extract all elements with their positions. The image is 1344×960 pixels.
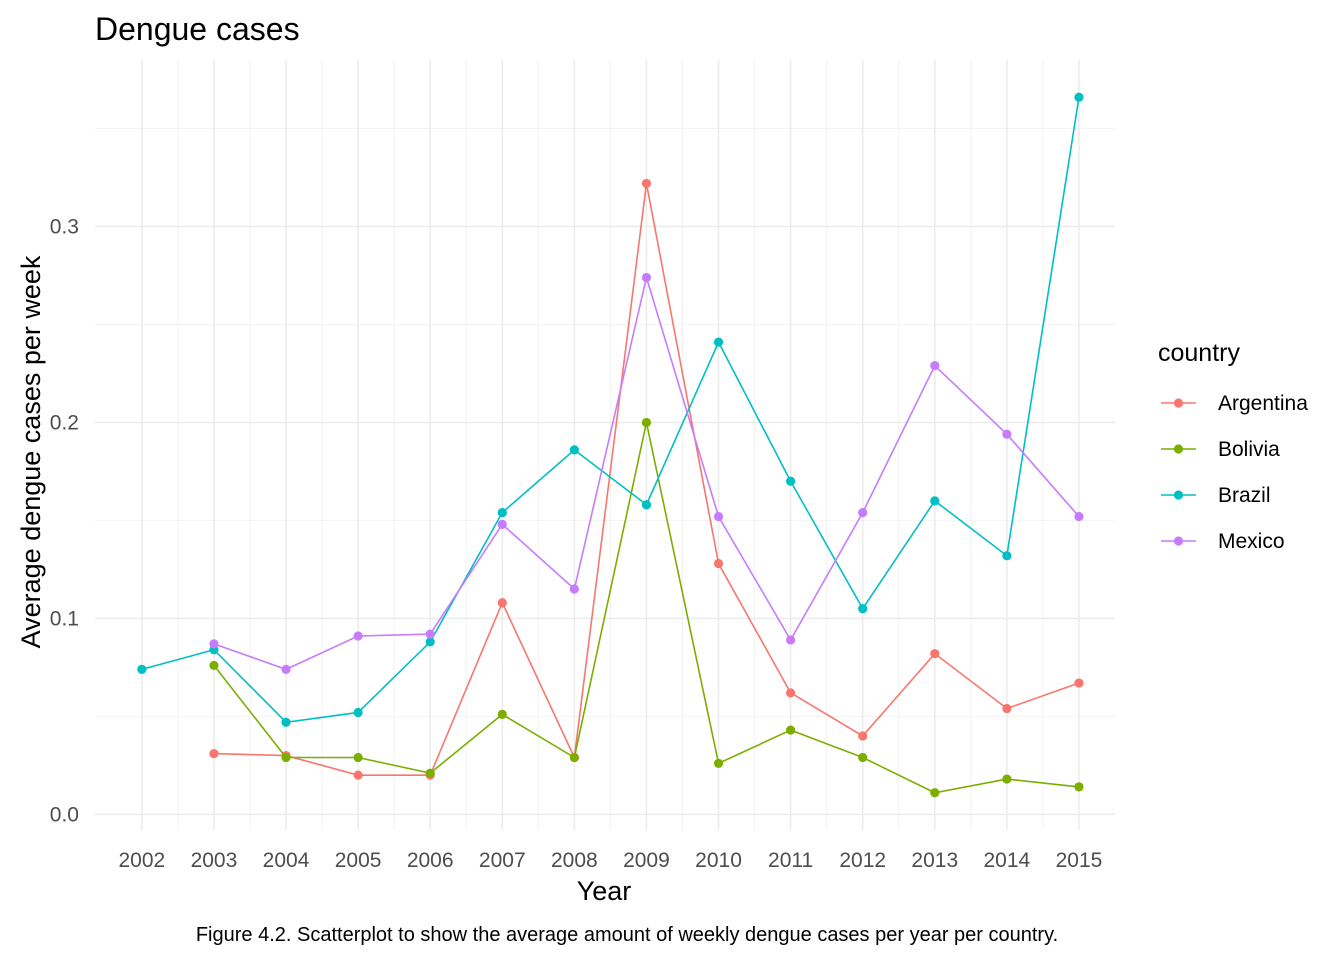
data-point <box>858 507 868 518</box>
data-point <box>497 519 507 529</box>
data-point <box>930 649 940 659</box>
data-point <box>786 688 796 698</box>
data-point <box>641 500 652 510</box>
legend: Argentina Bolivia Brazil Mexico <box>1161 392 1308 553</box>
data-point <box>930 788 940 798</box>
x-tick-label: 2007 <box>479 849 526 872</box>
data-point <box>858 604 868 614</box>
data-point <box>425 629 435 639</box>
data-point <box>137 664 147 674</box>
data-point <box>930 496 940 506</box>
data-point <box>353 707 363 718</box>
data-point <box>281 717 291 727</box>
x-axis-title: Year <box>577 876 632 906</box>
data-point <box>569 752 579 763</box>
series-mexico <box>209 272 1084 674</box>
x-tick-label: 2008 <box>551 849 598 872</box>
legend-item-bolivia: Bolivia <box>1161 438 1280 461</box>
data-point <box>569 584 579 594</box>
legend-label: Bolivia <box>1218 438 1280 461</box>
data-point <box>209 748 219 759</box>
legend-key-point <box>1173 398 1184 408</box>
legend-title: country <box>1158 339 1240 367</box>
plot-series <box>137 92 1084 798</box>
x-tick-label: 2011 <box>768 849 813 872</box>
x-tick-label: 2002 <box>118 849 165 872</box>
data-point <box>641 417 652 428</box>
legend-label: Brazil <box>1218 484 1271 507</box>
data-point <box>425 637 435 647</box>
data-point <box>1002 774 1012 784</box>
data-point <box>713 558 724 569</box>
data-point <box>1074 92 1084 102</box>
x-tick-label: 2006 <box>407 849 454 872</box>
data-point <box>281 664 291 674</box>
x-tick-label: 2009 <box>623 849 670 872</box>
x-axis-tick-labels: 2002 2003 2004 2005 2006 2007 2008 2009 2010 2011… <box>118 849 1102 872</box>
data-point <box>1002 703 1012 714</box>
data-point <box>353 631 363 641</box>
data-point <box>353 770 363 780</box>
data-point <box>1002 551 1012 561</box>
legend-key-point <box>1173 444 1184 454</box>
data-point <box>786 725 796 735</box>
legend-key-point <box>1173 536 1184 546</box>
legend-label: Argentina <box>1218 392 1308 415</box>
legend-key-point <box>1173 490 1184 500</box>
data-point <box>786 635 796 645</box>
y-tick-label: 0.2 <box>50 411 79 434</box>
data-point <box>641 272 652 283</box>
data-point <box>641 178 652 189</box>
data-point <box>858 731 868 741</box>
data-point <box>1074 511 1084 522</box>
x-tick-label: 2004 <box>263 849 310 872</box>
data-point <box>786 476 796 486</box>
legend-label: Mexico <box>1218 530 1285 553</box>
data-point <box>1002 429 1012 439</box>
data-point <box>713 337 724 347</box>
x-tick-label: 2013 <box>911 849 958 872</box>
y-axis-title: Average dengue cases per week <box>16 255 46 648</box>
data-point <box>569 445 579 455</box>
x-tick-label: 2012 <box>839 849 886 872</box>
x-tick-label: 2015 <box>1056 849 1103 872</box>
y-tick-label: 0.0 <box>50 803 79 826</box>
data-point <box>930 361 940 371</box>
legend-item-argentina: Argentina <box>1161 392 1308 415</box>
data-point <box>1074 678 1084 688</box>
legend-item-mexico: Mexico <box>1161 530 1285 553</box>
data-point <box>1074 782 1084 792</box>
y-axis-tick-labels: 0.0 0.1 0.2 0.3 <box>50 216 79 827</box>
grid <box>95 60 1115 830</box>
x-tick-label: 2003 <box>191 849 238 872</box>
data-point <box>209 660 219 671</box>
y-tick-label: 0.3 <box>50 216 79 239</box>
data-point <box>425 768 435 778</box>
x-tick-label: 2014 <box>984 849 1031 872</box>
x-tick-label: 2010 <box>695 849 742 872</box>
data-point <box>713 511 724 522</box>
data-point <box>497 709 507 720</box>
data-point <box>497 598 507 608</box>
data-point <box>353 752 363 763</box>
series-line <box>141 97 1080 724</box>
data-point <box>209 639 219 649</box>
series-bolivia <box>209 417 1084 798</box>
x-tick-label: 2005 <box>335 849 382 872</box>
data-point <box>858 752 868 763</box>
legend-item-brazil: Brazil <box>1161 484 1271 507</box>
data-point <box>281 752 291 763</box>
data-point <box>713 758 724 768</box>
figure-caption: Figure 4.2. Scatterplot to show the aver… <box>196 924 1058 946</box>
data-point <box>497 507 507 518</box>
chart-title: Dengue cases <box>95 11 300 47</box>
y-tick-label: 0.1 <box>50 607 79 630</box>
